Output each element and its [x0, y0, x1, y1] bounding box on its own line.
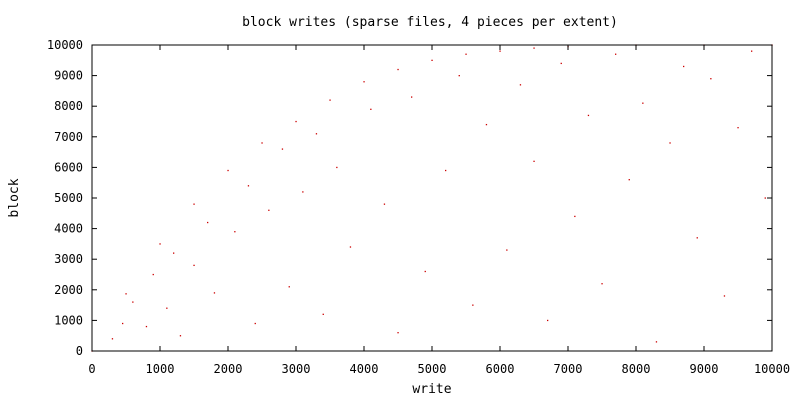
x-tick-label: 1000 — [146, 362, 175, 376]
data-point — [764, 197, 766, 199]
data-point — [349, 246, 352, 248]
data-point — [213, 292, 216, 294]
tick-labels: 0 1000 2000 3000 4000 5000 6000 7000 8000 9000 100… — [47, 38, 790, 376]
x-tick-label: 6000 — [486, 362, 515, 376]
x-tick-label: 10000 — [754, 362, 790, 376]
data-point — [145, 325, 148, 328]
data-point — [254, 322, 256, 325]
data-point — [159, 243, 161, 245]
data-point — [370, 108, 372, 110]
data-point — [152, 273, 154, 276]
data-point — [642, 102, 644, 104]
data-point — [465, 53, 467, 55]
x-tick-label: 7000 — [554, 362, 583, 376]
data-point — [302, 191, 304, 193]
y-tick-label: 5000 — [54, 191, 83, 205]
data-point — [179, 335, 182, 337]
data-point — [547, 319, 549, 322]
data-point — [261, 142, 263, 144]
y-tick-label: 2000 — [54, 283, 83, 297]
y-axis-label: block — [7, 178, 22, 217]
y-tick-label: 3000 — [54, 252, 83, 266]
data-point — [683, 65, 685, 68]
data-point — [560, 62, 562, 65]
data-point — [669, 142, 671, 144]
y-tick-label: 10000 — [47, 38, 83, 52]
data-point — [173, 252, 175, 254]
y-tick-label: 8000 — [54, 99, 83, 113]
chart-title: block writes (sparse files, 4 pieces per… — [242, 15, 618, 30]
x-tick-label: 2000 — [214, 362, 243, 376]
data-point — [533, 47, 535, 49]
data-point — [751, 50, 753, 52]
data-point — [322, 313, 324, 315]
data-point — [207, 221, 209, 224]
data-point — [397, 332, 399, 334]
data-point — [383, 203, 386, 205]
y-tick-label: 4000 — [54, 222, 83, 236]
data-point — [499, 50, 501, 52]
data-point — [315, 133, 318, 135]
data-point — [655, 341, 658, 343]
data-point — [295, 120, 297, 123]
data-point — [615, 53, 617, 55]
data-point — [472, 304, 474, 306]
data-point — [268, 209, 270, 211]
data-point — [431, 59, 433, 61]
plot-frame — [91, 44, 773, 352]
data-point — [519, 84, 522, 86]
data-point — [122, 322, 124, 325]
x-tick-label: 0 — [88, 362, 95, 376]
data-point — [710, 78, 712, 80]
data-point — [458, 75, 460, 77]
data-point — [132, 301, 134, 303]
y-tick-label: 7000 — [54, 130, 83, 144]
data-point — [111, 338, 114, 340]
data-point — [247, 185, 250, 187]
y-tick-label: 1000 — [54, 313, 83, 327]
data-point — [737, 127, 739, 129]
data-point — [193, 203, 195, 205]
data-point — [329, 99, 331, 101]
x-axis-label: write — [412, 382, 451, 397]
x-tick-label: 5000 — [418, 362, 447, 376]
x-tick-label: 9000 — [690, 362, 719, 376]
data-point — [227, 169, 229, 172]
y-tick-label: 0 — [76, 344, 83, 358]
data-point — [601, 283, 603, 285]
y-tick-label: 9000 — [54, 69, 83, 83]
data-point — [628, 179, 630, 181]
data-point — [363, 81, 365, 83]
x-tick-label: 8000 — [622, 362, 651, 376]
data-point — [336, 166, 338, 169]
data-point — [397, 68, 399, 71]
x-tick-label: 3000 — [282, 362, 311, 376]
data-point — [281, 148, 284, 150]
data-point — [411, 96, 413, 98]
data-point — [166, 307, 168, 309]
data-point — [574, 215, 576, 218]
data-point — [234, 231, 236, 233]
y-tick-label: 6000 — [54, 160, 83, 174]
data-point — [288, 286, 290, 288]
data-point — [125, 293, 127, 295]
data-point — [587, 114, 590, 117]
data-point — [506, 249, 508, 251]
x-tick-label: 4000 — [350, 362, 379, 376]
data-point — [696, 237, 698, 239]
data-point — [424, 270, 426, 273]
data-point — [485, 123, 488, 126]
data-point — [193, 264, 195, 267]
data-point — [723, 295, 726, 297]
data-point — [533, 160, 535, 162]
data-point — [445, 169, 447, 172]
